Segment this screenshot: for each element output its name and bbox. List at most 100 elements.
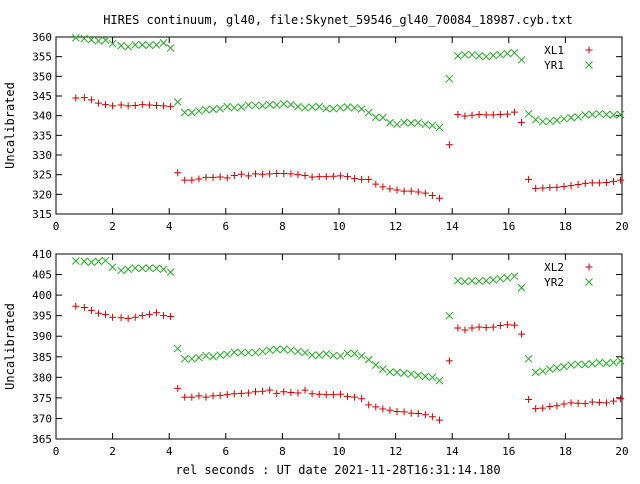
- data-point: [393, 120, 401, 129]
- data-point: [259, 387, 267, 395]
- data-point: [454, 276, 462, 285]
- data-point: [379, 183, 387, 191]
- data-point: [539, 404, 547, 412]
- x-tick-label: 0: [53, 445, 60, 458]
- data-point: [553, 183, 561, 191]
- data-point: [560, 114, 568, 123]
- data-point: [209, 105, 217, 114]
- data-point: [393, 186, 401, 194]
- legend-marker: [585, 46, 593, 54]
- x-tick-label: 16: [502, 445, 515, 458]
- data-point: [71, 257, 80, 265]
- data-point: [138, 312, 146, 320]
- data-point: [244, 101, 253, 109]
- data-point: [160, 102, 168, 110]
- y-tick-label: 350: [32, 70, 52, 83]
- data-point: [414, 188, 422, 196]
- x-tick-label: 10: [332, 220, 345, 233]
- data-point: [343, 393, 351, 401]
- data-point: [371, 361, 380, 369]
- x-tick-label: 6: [222, 220, 229, 233]
- data-point: [152, 41, 161, 49]
- data-point: [315, 102, 324, 111]
- data-point: [468, 276, 476, 285]
- data-point: [72, 94, 80, 102]
- data-point: [602, 179, 610, 187]
- y-tick-label: 410: [32, 248, 52, 261]
- data-point: [195, 392, 203, 400]
- x-axis-label: rel seconds : UT date 2021-11-28T16:31:1…: [175, 463, 500, 477]
- data-point: [159, 39, 168, 47]
- data-point: [489, 51, 498, 60]
- data-point: [351, 393, 359, 401]
- data-point: [595, 398, 603, 406]
- data-point: [108, 39, 117, 48]
- y-tick-label: 320: [32, 188, 52, 201]
- data-point: [407, 370, 416, 378]
- data-point: [581, 179, 589, 187]
- data-point: [273, 389, 281, 397]
- data-point: [223, 102, 232, 111]
- y-tick-label: 370: [32, 412, 52, 425]
- data-point: [266, 386, 274, 394]
- data-point: [617, 176, 625, 184]
- data-point: [109, 102, 117, 110]
- data-point: [454, 110, 462, 118]
- data-point: [482, 111, 490, 119]
- data-point: [428, 413, 436, 421]
- data-point: [322, 391, 330, 399]
- data-point: [336, 352, 345, 360]
- data-point: [117, 266, 125, 275]
- data-point: [379, 405, 387, 413]
- data-point: [539, 184, 547, 192]
- data-point: [188, 393, 196, 401]
- data-point: [609, 358, 618, 367]
- data-point: [538, 367, 547, 376]
- data-point: [553, 364, 561, 372]
- data-point: [117, 101, 125, 109]
- data-point: [400, 118, 408, 127]
- data-point: [145, 41, 154, 50]
- data-point: [517, 55, 526, 64]
- data-point: [138, 264, 147, 273]
- x-tick-label: 14: [446, 220, 460, 233]
- data-point: [195, 175, 203, 183]
- data-point: [188, 176, 196, 184]
- data-point: [216, 391, 224, 399]
- data-point: [545, 365, 554, 373]
- data-point: [588, 110, 597, 119]
- x-tick-label: 12: [389, 445, 402, 458]
- data-point: [174, 384, 182, 392]
- y-tick-label: 385: [32, 351, 52, 364]
- data-point: [87, 306, 95, 314]
- data-point: [386, 368, 394, 376]
- y-tick-label: 330: [32, 149, 52, 162]
- data-point: [152, 264, 161, 273]
- data-point: [468, 50, 476, 59]
- data-point: [336, 172, 344, 180]
- data-point: [202, 351, 210, 360]
- x-tick-label: 8: [279, 220, 286, 233]
- data-point: [124, 265, 133, 274]
- data-point: [574, 112, 582, 121]
- data-point: [531, 115, 540, 124]
- data-point: [414, 371, 423, 380]
- data-point: [294, 171, 302, 179]
- data-point: [308, 173, 316, 181]
- data-point: [117, 41, 125, 50]
- data-point: [445, 357, 453, 365]
- data-point: [445, 74, 454, 83]
- data-point: [393, 407, 401, 415]
- x-tick-label: 12: [389, 220, 402, 233]
- data-point: [329, 391, 337, 399]
- series-XL1: [72, 94, 625, 202]
- data-point: [102, 101, 110, 109]
- data-point: [496, 50, 505, 59]
- data-point: [428, 121, 437, 130]
- data-point: [152, 101, 160, 109]
- legend-label: YR2: [544, 276, 564, 289]
- legend-label: XL2: [544, 261, 564, 274]
- data-point: [595, 179, 603, 187]
- y-tick-label: 365: [32, 433, 52, 446]
- data-point: [166, 44, 175, 52]
